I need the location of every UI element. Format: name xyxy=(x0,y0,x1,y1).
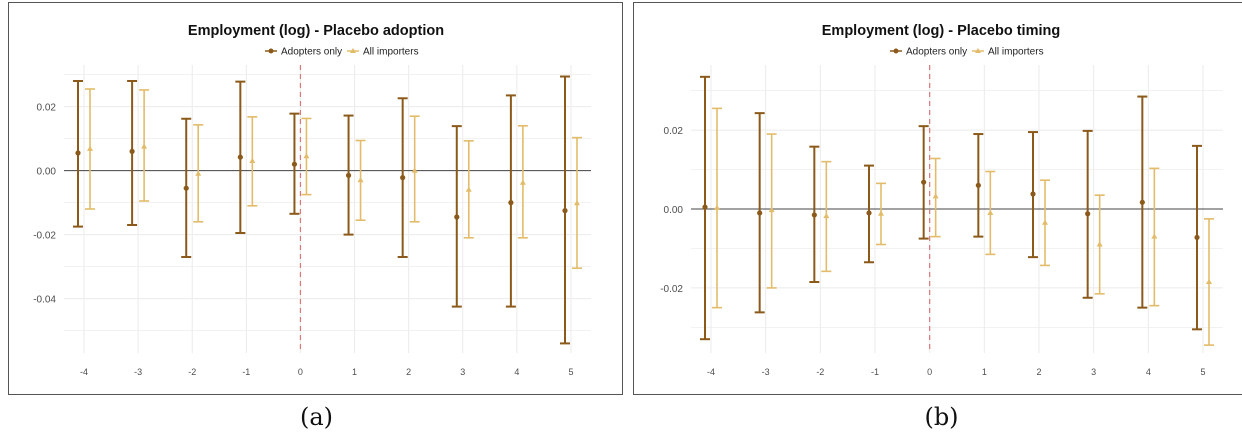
y-tick-label: -0.02 xyxy=(33,231,56,242)
legend: Adopters only All importers xyxy=(265,47,419,58)
y-tick-label: -0.02 xyxy=(660,284,683,295)
x-tick-label: 1 xyxy=(352,367,357,377)
point-estimate xyxy=(975,182,981,188)
y-tick-label: 0.02 xyxy=(37,103,57,114)
point-estimate xyxy=(519,179,526,185)
grid xyxy=(64,65,591,353)
point-estimate xyxy=(141,143,148,149)
point-estimate xyxy=(465,186,472,192)
legend-importers-label: All importers xyxy=(363,47,419,58)
point-estimate xyxy=(75,150,81,156)
x-tick-label: 0 xyxy=(298,367,303,377)
point-estimate xyxy=(811,212,817,218)
y-tick-label: 0.00 xyxy=(664,205,684,216)
series-adopters xyxy=(700,75,1202,341)
x-tick-label: 3 xyxy=(460,367,465,377)
legend: Adopters only All importers xyxy=(890,47,1044,58)
point-estimate xyxy=(921,179,927,185)
point-estimate xyxy=(1042,219,1048,225)
point-estimate xyxy=(714,204,720,210)
point-estimate xyxy=(1206,278,1212,284)
chart-frame-b: Employment (log) - Placebo timing Adopter… xyxy=(633,2,1242,395)
x-tick-label: -1 xyxy=(871,367,879,377)
point-estimate xyxy=(878,210,884,216)
point-estimate xyxy=(1096,241,1103,247)
point-estimate xyxy=(291,161,298,167)
point-estimate xyxy=(411,167,418,173)
point-estimate xyxy=(87,145,93,151)
point-estimate xyxy=(1085,211,1091,217)
point-estimate xyxy=(757,210,763,216)
series-importers xyxy=(85,88,582,270)
point-estimate xyxy=(932,193,939,199)
chart-panel-b: Employment (log) - Placebo timing Adopter… xyxy=(633,0,1242,440)
point-estimate xyxy=(303,153,310,159)
chart-frame-a: Employment (log) - Placebo adoption Adopt… xyxy=(8,2,623,395)
legend-adopters-label: Adopters only xyxy=(281,47,342,58)
point-estimate xyxy=(866,210,872,216)
point-estimate xyxy=(768,206,775,213)
point-estimate xyxy=(1139,199,1145,205)
point-estimate xyxy=(237,154,243,160)
x-tick-label: 2 xyxy=(1036,367,1041,377)
chart-title: Employment (log) - Placebo timing xyxy=(822,23,1060,39)
point-estimate xyxy=(823,212,830,219)
x-tick-label: 4 xyxy=(514,367,519,377)
chart-a: Employment (log) - Placebo adoption Adopt… xyxy=(33,23,591,377)
point-estimate xyxy=(702,204,708,210)
point-estimate xyxy=(129,148,135,154)
y-tick-label: -0.04 xyxy=(33,295,56,306)
legend-adopters-label: Adopters only xyxy=(906,47,967,58)
x-tick-label: -3 xyxy=(134,367,142,377)
point-estimate xyxy=(183,185,189,191)
x-tick-label: -2 xyxy=(188,367,196,377)
y-tick-label: 0.00 xyxy=(37,167,57,178)
point-estimate xyxy=(454,214,460,220)
legend-importers-label: All importers xyxy=(988,47,1044,58)
chart-b: Employment (log) - Placebo timing Adopter… xyxy=(660,23,1223,377)
x-tick-label: 5 xyxy=(1200,367,1205,377)
caption-b: (b) xyxy=(924,403,959,431)
chart-panel-a: Employment (log) - Placebo adoption Adopt… xyxy=(8,0,625,440)
x-tick-label: 0 xyxy=(927,367,932,377)
x-tick-label: -1 xyxy=(242,367,250,377)
point-estimate xyxy=(345,172,352,178)
x-tick-label: 5 xyxy=(568,367,573,377)
legend-adopters-marker xyxy=(893,48,899,54)
chart-title: Employment (log) - Placebo adoption xyxy=(188,23,444,39)
x-tick-label: -3 xyxy=(762,367,770,377)
point-estimate xyxy=(987,209,994,215)
x-tick-label: 2 xyxy=(406,367,411,377)
point-estimate xyxy=(1030,191,1036,197)
point-estimate xyxy=(508,200,514,206)
x-tick-label: 3 xyxy=(1091,367,1096,377)
x-tick-label: 1 xyxy=(982,367,987,377)
x-tick-label: 4 xyxy=(1146,367,1151,377)
point-estimate xyxy=(400,175,406,181)
x-tick-label: -4 xyxy=(80,367,88,377)
point-estimate xyxy=(249,157,256,163)
legend-importers-marker xyxy=(350,48,356,53)
x-tick-label: -2 xyxy=(816,367,824,377)
point-estimate xyxy=(357,177,364,183)
point-estimate xyxy=(195,170,202,176)
caption-a: (a) xyxy=(299,403,334,431)
legend-importers-marker xyxy=(975,48,981,53)
point-estimate xyxy=(1194,234,1200,241)
point-estimate xyxy=(1151,233,1158,239)
x-tick-label: -4 xyxy=(707,367,715,377)
y-tick-label: 0.02 xyxy=(664,126,684,137)
legend-adopters-marker xyxy=(268,48,274,54)
point-estimate xyxy=(574,200,580,206)
series-adopters xyxy=(73,75,570,345)
series-importers xyxy=(712,107,1214,346)
point-estimate xyxy=(562,208,568,214)
